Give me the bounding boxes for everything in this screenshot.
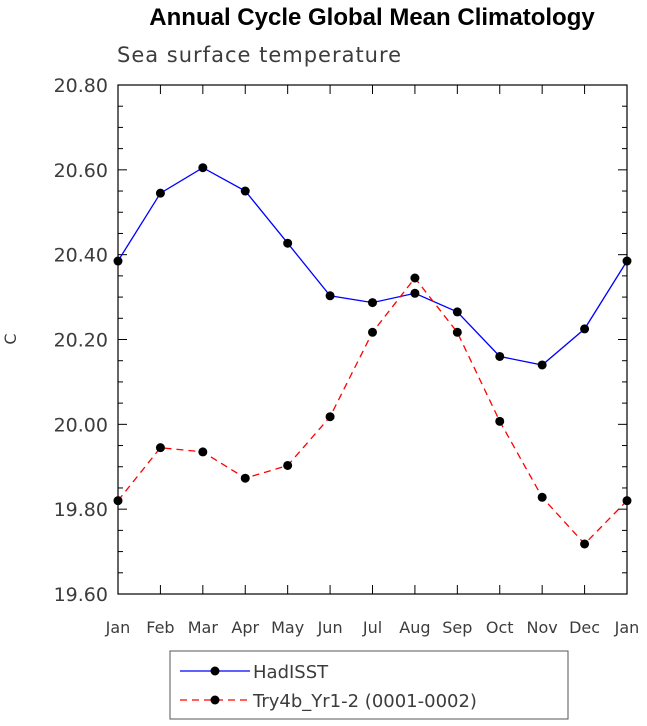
x-tick-label: Dec bbox=[569, 618, 600, 637]
legend-box bbox=[169, 650, 569, 720]
y-tick-label: 20.00 bbox=[54, 414, 108, 436]
data-point bbox=[240, 186, 250, 196]
data-point bbox=[452, 307, 462, 317]
data-point bbox=[495, 351, 505, 361]
x-tick-label: Oct bbox=[486, 618, 514, 637]
data-point bbox=[113, 496, 123, 506]
x-tick-label: Apr bbox=[231, 618, 259, 637]
data-point bbox=[283, 238, 293, 248]
data-point bbox=[495, 416, 505, 426]
chart-title: Annual Cycle Global Mean Climatology bbox=[149, 4, 595, 31]
y-tick-label: 19.60 bbox=[54, 584, 108, 606]
legend-label-hadisst: HadISST bbox=[253, 662, 329, 683]
x-tick-label: Jan bbox=[614, 618, 640, 637]
data-point bbox=[410, 273, 420, 283]
x-tick-label: Jun bbox=[317, 618, 343, 637]
data-point bbox=[325, 412, 335, 422]
x-tick-label: Nov bbox=[527, 618, 558, 637]
legend-marker-try4b bbox=[210, 695, 220, 705]
axis-ticks bbox=[117, 84, 628, 595]
data-point bbox=[580, 539, 590, 549]
data-point bbox=[580, 324, 590, 334]
legend: HadISST Try4b_Yr1-2 (0001-0002) bbox=[169, 650, 569, 720]
x-tick-label: Jul bbox=[362, 618, 382, 637]
x-tick-label: Sep bbox=[442, 618, 472, 637]
series-layer bbox=[113, 163, 632, 549]
legend-marker-hadisst bbox=[210, 666, 220, 676]
y-tick-label: 20.80 bbox=[54, 75, 108, 97]
plot-frame bbox=[117, 84, 628, 595]
x-tick-label: Feb bbox=[146, 618, 174, 637]
y-tick-label: 20.40 bbox=[54, 245, 108, 267]
data-point bbox=[155, 443, 165, 453]
data-point bbox=[410, 288, 420, 298]
data-point bbox=[283, 460, 293, 470]
data-point bbox=[198, 163, 208, 173]
x-tick-labels: Jan Feb Mar Apr May Jun Jul Aug Sep Oct Nov Dec Jan bbox=[105, 618, 640, 637]
y-tick-label: 20.60 bbox=[54, 160, 108, 182]
y-tick-label: 20.20 bbox=[54, 330, 108, 352]
series-line-1 bbox=[117, 276, 628, 545]
x-tick-label: Aug bbox=[399, 618, 430, 637]
legend-label-try4b: Try4b_Yr1-2 (0001-0002) bbox=[252, 691, 477, 712]
data-point bbox=[155, 188, 165, 198]
data-point bbox=[325, 291, 335, 301]
data-point bbox=[240, 473, 250, 483]
data-point bbox=[198, 447, 208, 457]
data-point bbox=[537, 360, 547, 370]
data-point bbox=[368, 327, 377, 337]
chart-subtitle: Sea surface temperature bbox=[117, 43, 402, 67]
data-point bbox=[622, 496, 632, 506]
data-point bbox=[622, 256, 632, 266]
x-tick-label: Jan bbox=[105, 618, 131, 637]
y-axis-label: C bbox=[1, 333, 20, 344]
y-tick-label: 19.80 bbox=[54, 499, 108, 521]
data-point bbox=[452, 327, 462, 337]
data-point bbox=[368, 298, 377, 308]
y-tick-labels: 19.60 19.80 20.00 20.20 20.40 20.60 20.80 bbox=[54, 75, 108, 606]
x-tick-label: Mar bbox=[188, 618, 219, 637]
data-point bbox=[113, 256, 123, 266]
data-point bbox=[537, 492, 547, 502]
x-tick-label: May bbox=[271, 618, 304, 637]
